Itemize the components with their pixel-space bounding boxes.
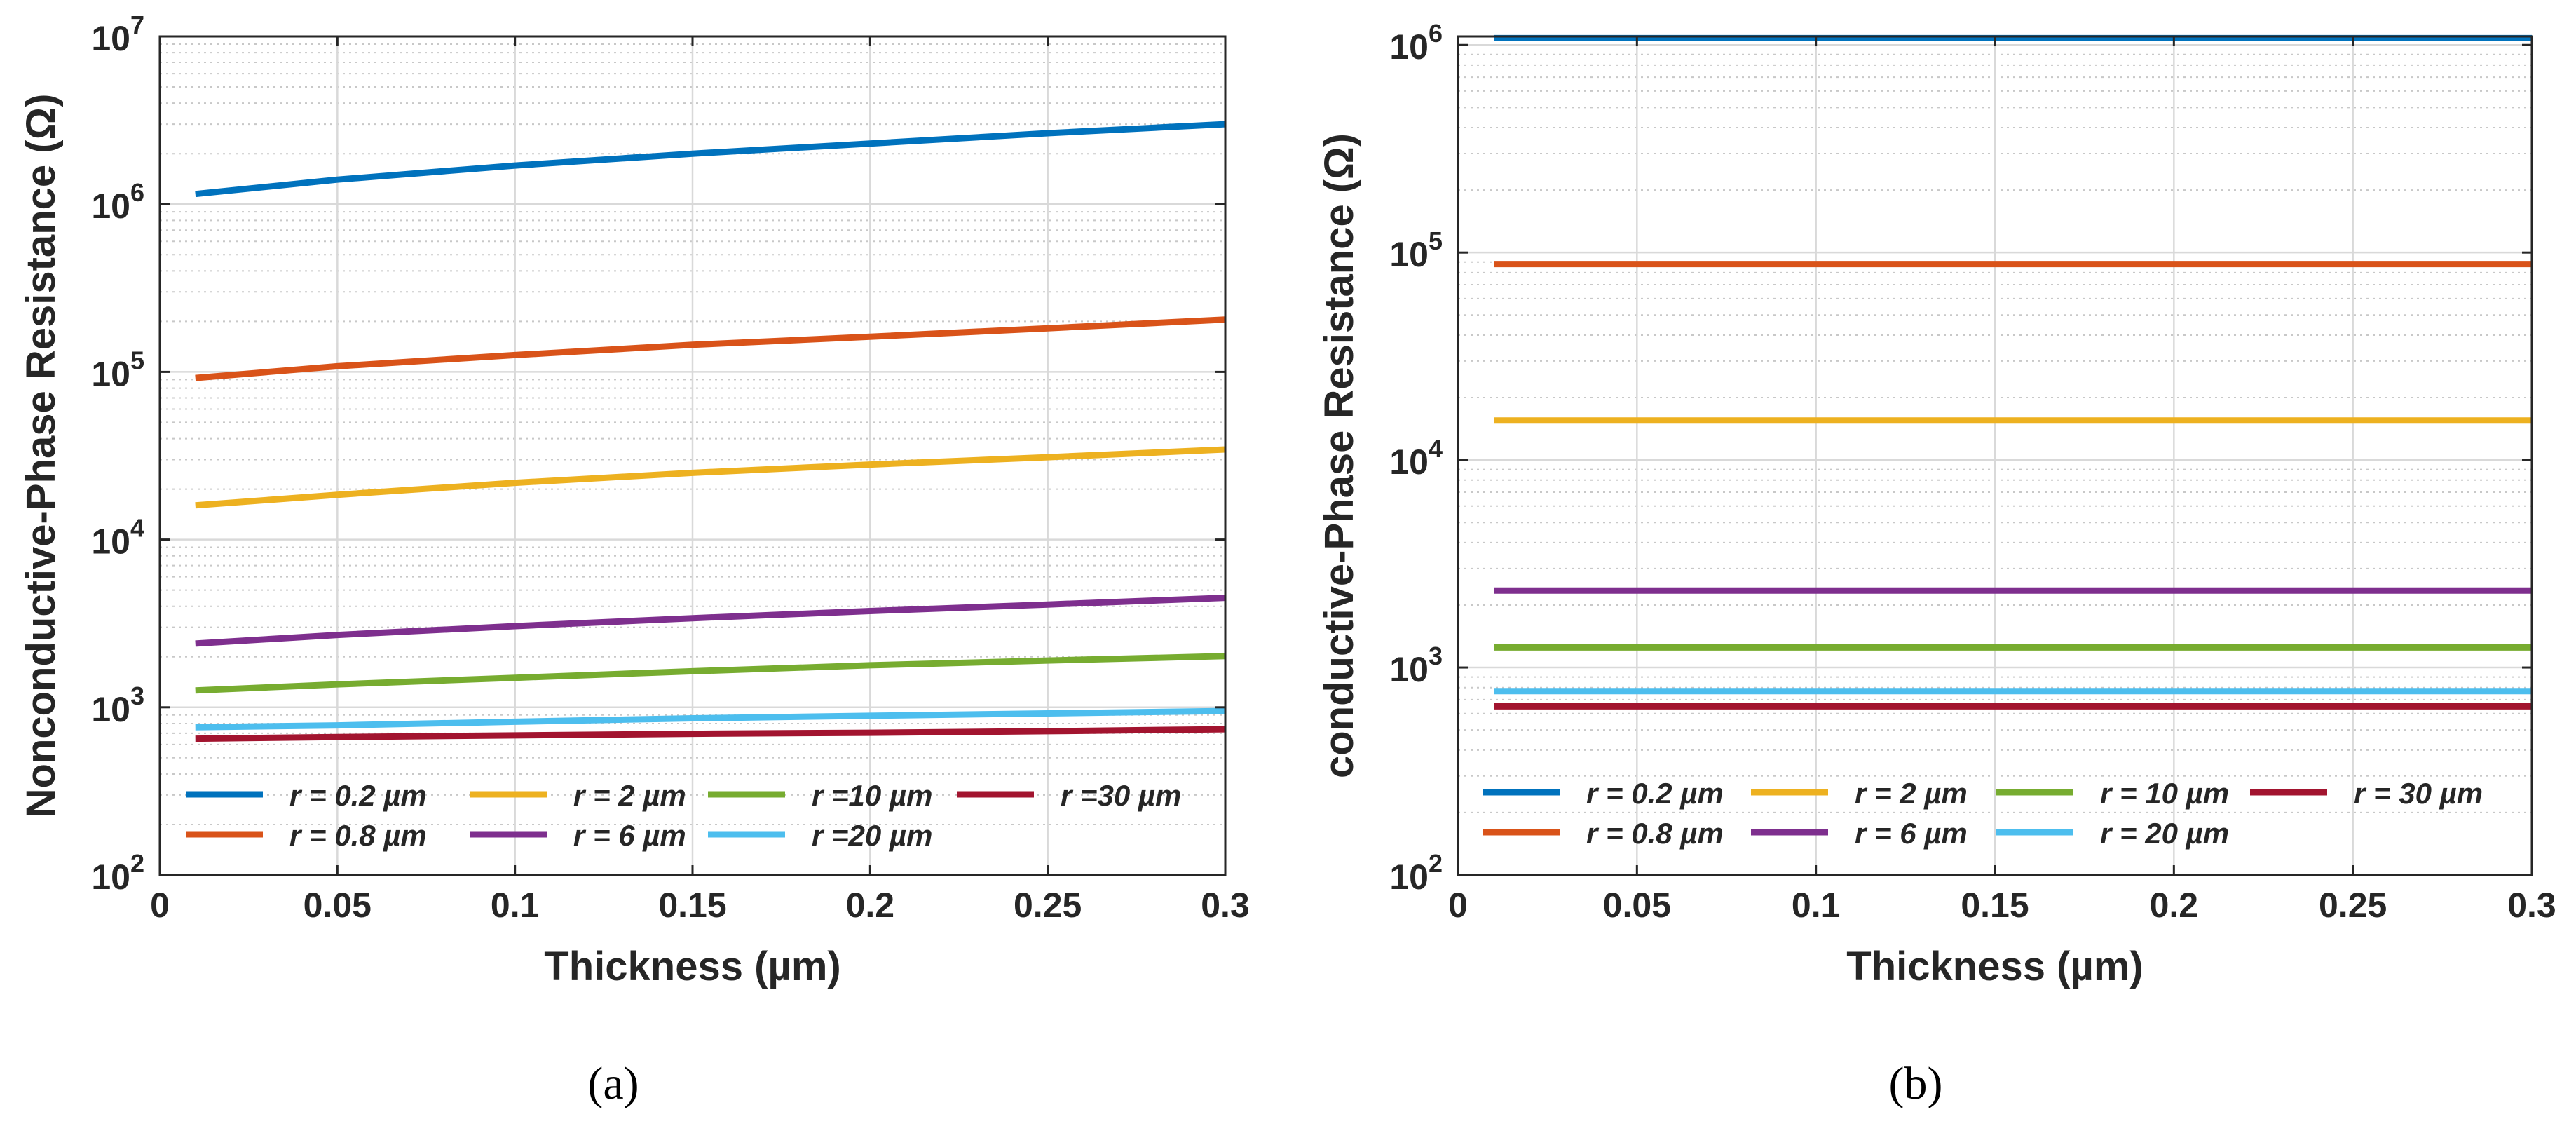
legend-label: r = 0.8 µm — [1586, 817, 1724, 850]
panel-caption: (a) — [587, 1058, 639, 1109]
legend-label: r = 2 µm — [1855, 777, 1968, 810]
tick-marks — [158, 35, 1227, 876]
legend-label: r = 0.2 µm — [1586, 777, 1724, 810]
legend-label: r =20 µm — [812, 819, 932, 852]
series-line-a-3 — [195, 595, 1226, 647]
y-tick-label: 102 — [91, 849, 144, 897]
tick-marks — [1457, 36, 2533, 876]
panel-caption: (b) — [1889, 1058, 1943, 1109]
legend-label: r = 0.8 µm — [289, 819, 427, 852]
x-tick-label: 0.05 — [1603, 886, 1671, 925]
x-tick-label: 0.1 — [1792, 886, 1841, 925]
y-tick-label: 103 — [1389, 642, 1443, 689]
x-axis-label: Thickness (µm) — [544, 944, 840, 989]
legend-label: r = 30 µm — [2354, 777, 2483, 810]
chart-panel-a: 0 0.05 0.1 0.15 0.2 0.25 0.3 102 103 104 105 106 107… — [18, 11, 1250, 989]
legend-label: r = 2 µm — [573, 779, 686, 812]
y-axis-label: Nonconductive-Phase Resistance (Ω) — [18, 94, 64, 818]
y-tick-label: 104 — [1389, 434, 1443, 482]
legend-label: r = 10 µm — [2100, 777, 2229, 810]
legend: r = 0.2 µm r = 0.8 µm r = 2 µm r = 6 µm r = … — [1483, 777, 2483, 850]
x-tick-label: 0.15 — [658, 886, 726, 925]
series-line-a-4 — [195, 653, 1226, 694]
y-tick-label: 105 — [91, 346, 144, 393]
legend-label: r =30 µm — [1061, 779, 1181, 812]
y-axis-label: conductive-Phase Resistance (Ω) — [1316, 133, 1362, 778]
series-line-a-0 — [195, 121, 1226, 198]
x-tick-label: 0.15 — [1961, 886, 2029, 925]
x-tick-label: 0.3 — [2507, 886, 2556, 925]
x-tick-label: 0.25 — [2319, 886, 2387, 925]
legend: r = 0.2 µm r = 0.8 µm r = 2 µm r = 6 µm r =1… — [186, 779, 1181, 852]
x-tick-label: 0 — [1448, 886, 1468, 925]
legend-label: r = 6 µm — [1855, 817, 1968, 850]
x-axis-label: Thickness (µm) — [1846, 944, 2143, 989]
y-tick-label: 104 — [91, 514, 144, 562]
legend-label: r = 0.2 µm — [289, 779, 427, 812]
y-tick-label: 103 — [91, 681, 144, 729]
series-lines — [1494, 34, 2532, 710]
y-tick-label: 105 — [1389, 226, 1443, 274]
series-line-a-6 — [195, 726, 1226, 742]
x-tick-label: 0.25 — [1014, 886, 1082, 925]
x-tick-label: 0.1 — [491, 886, 540, 925]
legend-label: r = 6 µm — [573, 819, 686, 852]
y-tick-label: 106 — [91, 178, 144, 226]
series-lines — [195, 121, 1226, 742]
y-tick-label: 106 — [1389, 19, 1443, 67]
legend-label: r =10 µm — [812, 779, 932, 812]
series-line-a-5 — [195, 707, 1226, 731]
series-line-a-2 — [195, 446, 1226, 509]
series-line-a-1 — [195, 316, 1226, 381]
x-tick-label: 0.05 — [304, 886, 372, 925]
legend-label: r = 20 µm — [2100, 817, 2229, 850]
x-tick-label: 0 — [150, 886, 170, 925]
chart-panel-b: 0 0.05 0.1 0.15 0.2 0.25 0.3 102 103 104 105 106 Thi… — [1316, 19, 2556, 989]
y-tick-label: 102 — [1389, 849, 1443, 897]
x-tick-label: 0.2 — [2150, 886, 2199, 925]
x-tick-label: 0.3 — [1201, 886, 1250, 925]
y-tick-label: 107 — [91, 11, 144, 58]
x-tick-label: 0.2 — [846, 886, 895, 925]
